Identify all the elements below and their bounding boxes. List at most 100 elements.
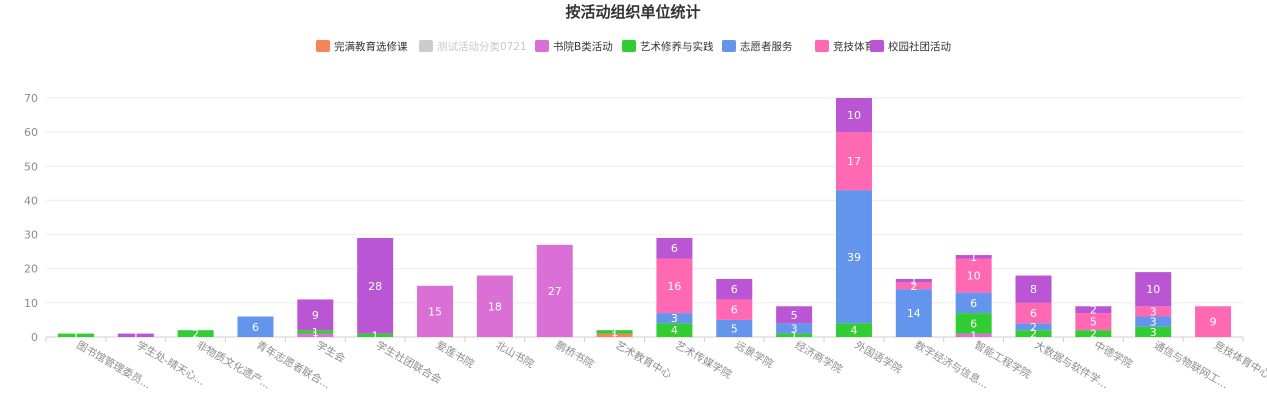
bar-segment[interactable] <box>1195 306 1232 337</box>
bar-value-label: 1 <box>312 326 319 339</box>
bar-segment[interactable] <box>177 330 214 337</box>
x-tick-label: 艺术传媒学院 <box>673 338 734 381</box>
bar-segment[interactable] <box>1015 275 1052 303</box>
legend-item[interactable]: 校园社团活动 <box>870 40 951 53</box>
x-tick-label: 经济商学院 <box>793 338 845 376</box>
x-tick-label: 北山书院 <box>493 338 536 371</box>
bar-segment[interactable] <box>1135 272 1172 307</box>
bar-segment[interactable] <box>1015 323 1052 331</box>
legend-label: 书院B类活动 <box>553 40 613 53</box>
bar-value-label: 16 <box>667 280 681 293</box>
bar-segment[interactable] <box>656 313 693 324</box>
y-tick-label: 30 <box>24 229 38 242</box>
bar-segment[interactable] <box>835 190 872 324</box>
legend-item[interactable]: 完满教育选修课 <box>316 40 408 53</box>
bar-value-label: 6 <box>252 321 259 334</box>
bar-segment[interactable] <box>1135 306 1172 317</box>
bar-segment[interactable] <box>656 237 693 259</box>
bar-value-label: 6 <box>671 242 678 255</box>
bar-segment[interactable] <box>716 278 753 300</box>
bar-value-label: 9 <box>312 309 319 322</box>
bar-segment[interactable] <box>596 330 633 334</box>
bar-value-label: 4 <box>671 324 678 337</box>
bar-segment[interactable] <box>895 289 932 337</box>
bar-segment[interactable] <box>1075 313 1112 331</box>
bar-value-label: 1 <box>611 329 618 342</box>
bar-segment[interactable] <box>1015 302 1052 324</box>
bar-segment[interactable] <box>596 333 633 337</box>
bar-segment[interactable] <box>895 282 932 290</box>
x-tick-label: 外国语学院 <box>852 338 904 376</box>
bar-segment[interactable] <box>656 323 693 337</box>
bar-segment[interactable] <box>237 316 274 337</box>
bar-value-label: 3 <box>1150 316 1157 329</box>
bar-value-label: 9 <box>1210 316 1217 329</box>
bar-segment[interactable] <box>656 258 693 314</box>
bar-segment[interactable] <box>57 333 94 337</box>
bar-value-label: 1 <box>372 329 379 342</box>
bar-value-label: 6 <box>970 317 977 330</box>
bar-segment[interactable] <box>955 313 992 334</box>
bar-segment[interactable] <box>1015 330 1052 337</box>
bar-segment[interactable] <box>716 299 753 320</box>
bar-value-label: 2 <box>1030 328 1037 341</box>
legend-label: 完满教育选修课 <box>334 40 408 53</box>
legend-item[interactable]: 竞技体育 <box>815 40 875 53</box>
bar-segment[interactable] <box>297 299 334 331</box>
bar-segment[interactable] <box>536 244 573 337</box>
bar-segment[interactable] <box>895 278 932 283</box>
bar-segment[interactable] <box>297 330 334 334</box>
bar-segment[interactable] <box>1075 330 1112 337</box>
chart-title: 按活动组织单位统计 <box>565 3 700 21</box>
x-axis: 图书馆管理委员...学生处-晴天心...非物质文化遗产...青年志愿者联合...… <box>45 337 1267 391</box>
bar-value-label: 27 <box>548 285 562 298</box>
y-tick-label: 50 <box>24 160 38 173</box>
bar-value-label: 1 <box>791 329 798 342</box>
bar-segment[interactable] <box>1075 306 1112 314</box>
bar-segment[interactable] <box>776 323 813 334</box>
bar-value-label: 6 <box>1030 307 1037 320</box>
bar-segment[interactable] <box>955 292 992 314</box>
bar-segment[interactable] <box>1135 316 1172 327</box>
bar-value-label: 5 <box>1090 316 1097 329</box>
bar-segment[interactable] <box>417 285 454 337</box>
bar-value-label: 3 <box>1150 305 1157 318</box>
x-tick-label: 学生会 <box>314 338 348 365</box>
bar-value-label: 6 <box>731 304 738 317</box>
bar-segment[interactable] <box>835 98 872 133</box>
legend-item[interactable]: 艺术修养与实践 <box>622 40 714 53</box>
bar-segment[interactable] <box>776 306 813 324</box>
bar-value-label: 4 <box>850 324 857 337</box>
bar-segment[interactable] <box>955 333 992 337</box>
bar-value-label: 39 <box>847 251 861 264</box>
y-tick-label: 20 <box>24 263 38 276</box>
bar-segment[interactable] <box>117 333 154 337</box>
bar-segment[interactable] <box>776 333 813 337</box>
y-tick-label: 10 <box>24 297 38 310</box>
bar-segment[interactable] <box>955 258 992 293</box>
bar-segment[interactable] <box>476 275 513 337</box>
legend-item[interactable]: 志愿者服务 <box>722 40 793 53</box>
legend-item[interactable]: 测试活动分类0721 <box>419 40 527 53</box>
bar-segment[interactable] <box>955 255 992 259</box>
y-tick-label: 40 <box>24 194 38 207</box>
bar-segment[interactable] <box>835 132 872 191</box>
bar-value-label: 2 <box>1090 304 1097 317</box>
bar-value-label: 6 <box>970 297 977 310</box>
bar-value-label: 2 <box>1030 321 1037 334</box>
bar-value-label: 14 <box>907 307 921 320</box>
legend-swatch <box>419 40 433 52</box>
bar-value-label: 10 <box>1146 283 1160 296</box>
bar-segment[interactable] <box>357 237 394 334</box>
bar-segment[interactable] <box>297 333 334 337</box>
bar-segment[interactable] <box>357 333 394 337</box>
bar-segment[interactable] <box>1135 326 1172 337</box>
bar-segment[interactable] <box>716 319 753 337</box>
legend-label: 艺术修养与实践 <box>640 40 714 53</box>
bar-value-label: 1 <box>312 329 319 342</box>
legend-item[interactable]: 书院B类活动 <box>535 40 613 53</box>
bar-value-label: 10 <box>847 109 861 122</box>
bar-segment[interactable] <box>835 323 872 337</box>
